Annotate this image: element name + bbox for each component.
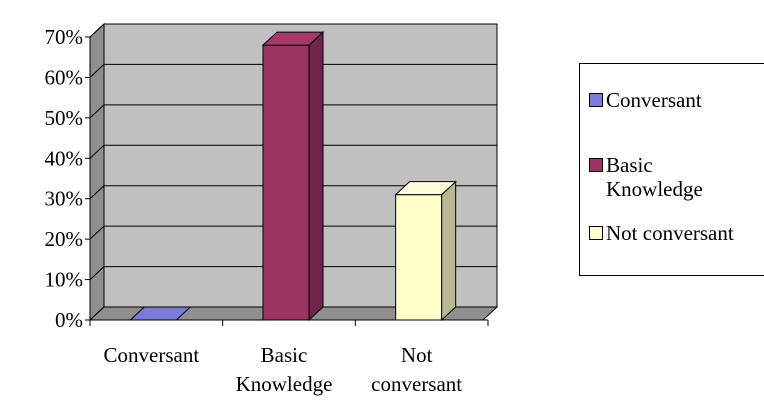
gridline xyxy=(89,266,497,280)
y-axis-tick-labels: 0% 10% 20% 30% 40% 50% 60% 70% xyxy=(45,25,84,332)
bar-side xyxy=(308,30,324,322)
y-tick-label: 10% xyxy=(45,268,84,292)
y-tick-label: 20% xyxy=(45,227,84,251)
x-category-label-line2: Knowledge xyxy=(236,372,333,396)
legend-swatch xyxy=(589,226,603,240)
gridline xyxy=(89,185,497,200)
gridline xyxy=(89,63,497,78)
y-tick-label: 50% xyxy=(45,106,84,130)
legend-item: Conversant xyxy=(589,88,702,112)
x-category-label-line2: conversant xyxy=(371,372,462,396)
legend-item: Basic Knowledge xyxy=(589,153,703,201)
bar xyxy=(129,306,192,321)
bar xyxy=(394,180,457,322)
gridline xyxy=(89,225,497,240)
y-tick-label: 60% xyxy=(45,65,84,89)
gridline xyxy=(89,104,497,119)
side-wall xyxy=(89,22,105,322)
x-category-label: Basic xyxy=(261,343,308,367)
gridline xyxy=(89,23,497,38)
legend-item: Not conversant xyxy=(589,221,734,245)
y-tick-label: 70% xyxy=(45,25,84,49)
chart-legend: Conversant Basic Knowledge Not conversant xyxy=(579,63,764,276)
legend-swatch xyxy=(589,158,603,172)
bar-side xyxy=(441,180,457,322)
legend-label: Basic Knowledge xyxy=(606,153,703,201)
y-tick-label: 0% xyxy=(55,308,83,332)
bar-front xyxy=(395,194,443,321)
legend-label: Conversant xyxy=(606,88,702,112)
x-axis-category-labels: Conversant Basic Knowledge Not conversant xyxy=(104,343,463,396)
bar-top xyxy=(261,31,325,46)
bars xyxy=(129,30,457,322)
legend-swatch xyxy=(589,93,603,107)
x-category-label: Not xyxy=(401,343,433,367)
bar xyxy=(261,30,325,322)
y-tick-label: 30% xyxy=(45,187,84,211)
bar-top xyxy=(129,306,192,321)
gridlines xyxy=(89,23,497,280)
bar-front xyxy=(262,44,310,321)
gridline xyxy=(89,144,497,159)
legend-label: Not conversant xyxy=(606,221,734,245)
bar-top xyxy=(394,181,457,196)
x-category-label: Conversant xyxy=(104,343,200,367)
y-tick-label: 40% xyxy=(45,146,84,170)
